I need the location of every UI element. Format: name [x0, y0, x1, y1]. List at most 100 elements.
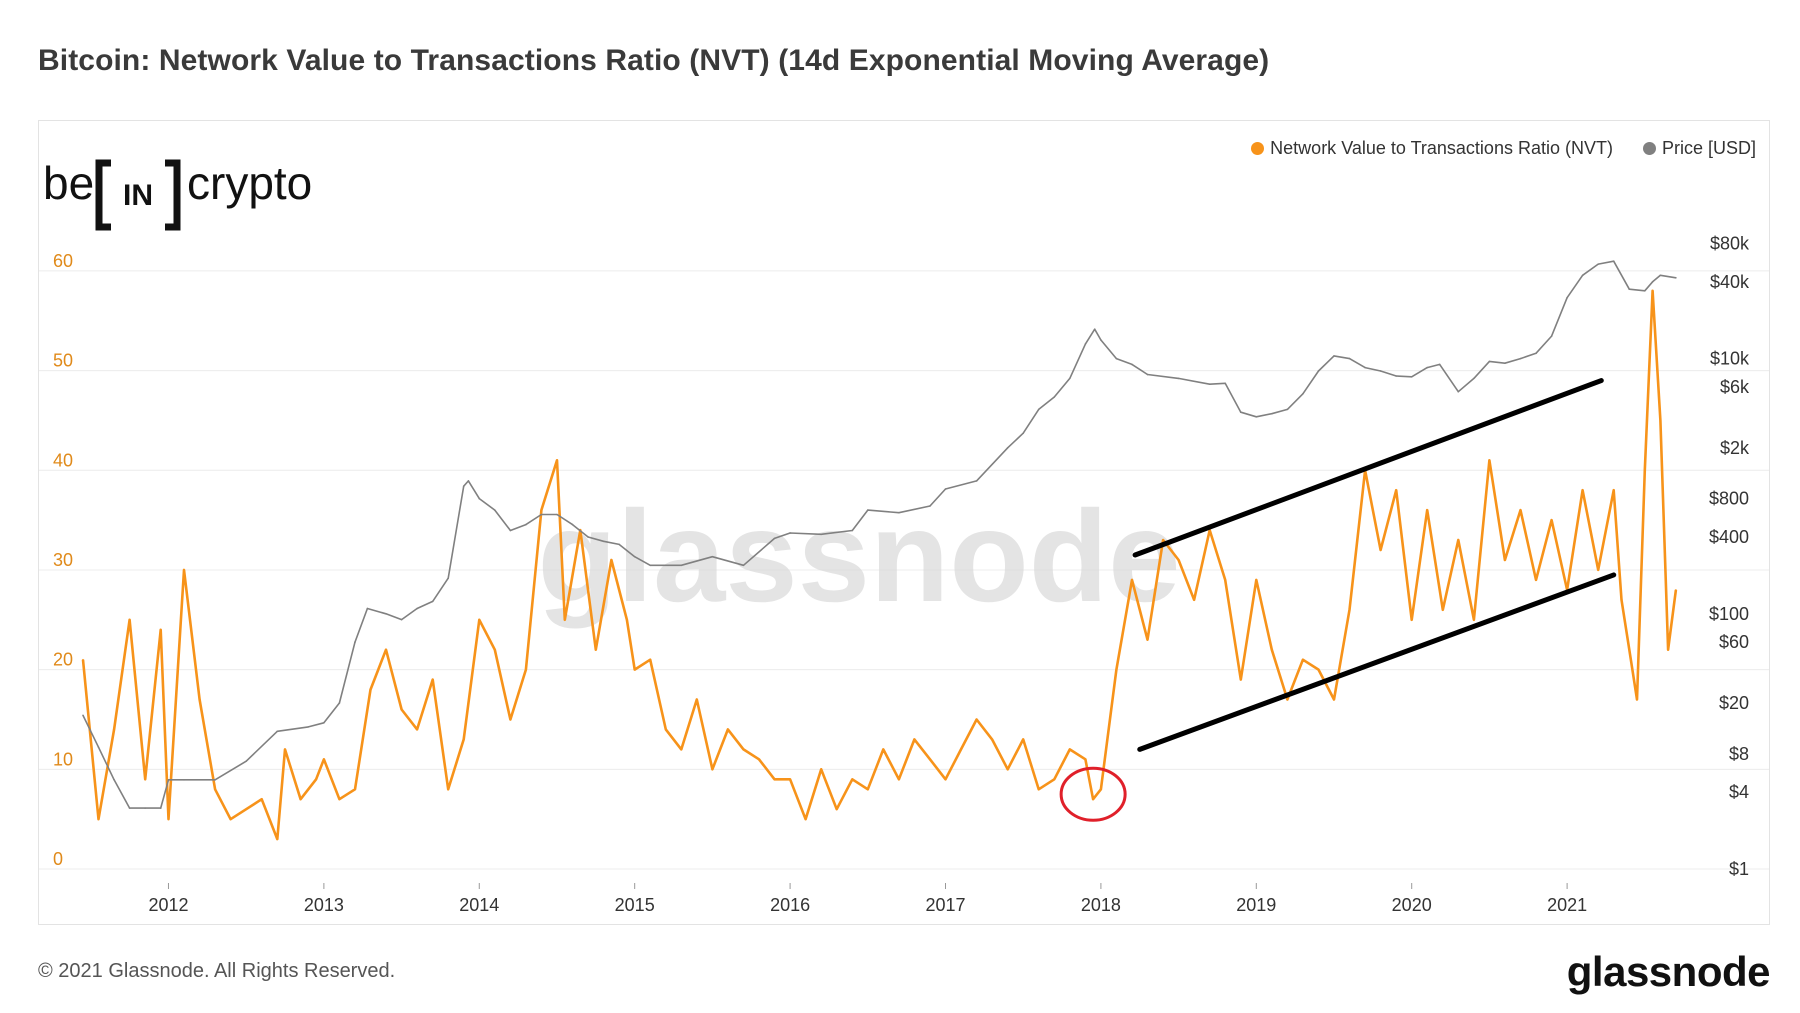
nvt-point: [898, 778, 900, 781]
nvt-point: [509, 718, 512, 721]
nvt-point: [1302, 658, 1304, 661]
price-point: [975, 480, 978, 482]
nvt-point: [1550, 519, 1553, 521]
nvt-point: [299, 798, 302, 801]
price-point: [1504, 362, 1506, 365]
price-point: [1333, 355, 1335, 357]
nvt-point: [789, 778, 791, 781]
annotation-channel-line: [1137, 572, 1617, 752]
nvt-point: [284, 748, 286, 751]
nvt-point: [1022, 738, 1024, 741]
x-tick-label: 2018: [1081, 895, 1121, 915]
nvt-point: [664, 728, 667, 731]
annotation-circle: [1059, 766, 1127, 822]
price-point: [1426, 366, 1429, 369]
nvt-point: [1084, 758, 1087, 761]
chart-title: Bitcoin: Network Value to Transactions R…: [38, 44, 1270, 77]
y-right-tick-label: $80k: [1710, 233, 1750, 253]
price-point: [478, 497, 481, 500]
legend-label-nvt: Network Value to Transactions Ratio (NVT…: [1270, 138, 1613, 158]
nvt-point: [494, 648, 496, 651]
nvt-point: [851, 778, 854, 781]
price-point: [1208, 383, 1211, 386]
y-right-tick-label: $400: [1709, 527, 1749, 547]
price-point: [1651, 280, 1654, 283]
nvt-point: [431, 678, 434, 681]
price-point: [1612, 260, 1615, 262]
nvt-point: [913, 738, 916, 741]
nvt-point: [525, 668, 527, 671]
nvt-point: [556, 459, 558, 462]
price-point: [1379, 370, 1382, 372]
price-point: [1364, 366, 1366, 369]
legend-item-price[interactable]: Price [USD]: [1642, 138, 1756, 159]
y-right-tick-label: $4: [1729, 782, 1749, 802]
chart-panel: 0 10 20 30 40 50 60 glassnode be IN crypto $1 $4 $8 $2…: [38, 120, 1770, 925]
price-point: [556, 513, 558, 516]
nvt-point: [1410, 618, 1413, 621]
price-point: [1115, 357, 1118, 360]
price-point: [1037, 408, 1040, 411]
nvt-point: [1115, 668, 1118, 671]
nvt-point: [1069, 748, 1071, 751]
nvt-point: [1053, 778, 1056, 781]
x-tick-label: 2015: [615, 895, 655, 915]
x-tick-label: 2019: [1236, 895, 1276, 915]
nvt-point: [1092, 798, 1094, 801]
price-point: [431, 600, 434, 603]
nvt-point: [1379, 549, 1382, 551]
price-point: [525, 523, 527, 526]
price-point: [820, 533, 822, 536]
y-left-tick-label: 10: [53, 749, 73, 769]
nvt-point: [1675, 589, 1677, 591]
y-left-tick-label: 20: [53, 650, 73, 670]
nvt-point: [1333, 698, 1335, 701]
nvt-point: [276, 838, 279, 840]
nvt-point: [1581, 489, 1584, 491]
y-right-tick-label: $20: [1719, 693, 1749, 713]
price-point: [851, 529, 854, 532]
nvt-point: [991, 738, 993, 741]
nvt-point: [1255, 579, 1258, 581]
x-tick-label: 2021: [1547, 895, 1587, 915]
y-left-tick-label: 0: [53, 849, 63, 869]
y-left-tick-label: 60: [53, 251, 73, 271]
price-point: [1457, 390, 1460, 393]
nvt-point: [804, 818, 807, 820]
nvt-point: [354, 788, 356, 791]
y-left-tick-label: 30: [53, 550, 73, 570]
y-right-tick-label: $100: [1709, 604, 1749, 624]
price-point: [366, 607, 369, 610]
price-point: [866, 509, 869, 511]
footer-copyright: © 2021 Glassnode. All Rights Reserved.: [38, 960, 396, 982]
price-point: [1659, 274, 1662, 277]
chart-legend: Network Value to Transactions Ratio (NVT…: [1251, 138, 1756, 159]
price-point: [1581, 274, 1584, 277]
nvt-point: [1441, 609, 1444, 611]
footer-brand-logo: glassnode: [1566, 948, 1771, 995]
nvt-point: [338, 798, 341, 801]
nvt-point: [960, 748, 962, 751]
nvt-point: [773, 778, 776, 781]
nvt-point: [385, 648, 387, 651]
nvt-point: [1271, 648, 1273, 651]
y-right-tick-label: $1: [1729, 859, 1749, 879]
nvt-point: [727, 728, 729, 731]
price-point: [144, 807, 146, 809]
nvt-point: [1504, 559, 1506, 561]
price-point: [929, 505, 931, 507]
nvt-point: [1473, 618, 1475, 621]
nvt-point: [229, 818, 232, 820]
nvt-point: [214, 788, 216, 791]
beincrypto-logo: be IN crypto: [43, 157, 312, 231]
nvt-point: [478, 618, 481, 621]
price-point: [307, 726, 310, 728]
nvt-point: [1239, 678, 1242, 681]
price-point: [1348, 357, 1351, 360]
nvt-point: [680, 748, 683, 751]
legend-item-nvt[interactable]: Network Value to Transactions Ratio (NVT…: [1251, 138, 1613, 159]
nvt-point: [82, 658, 84, 661]
price-point: [1302, 392, 1304, 395]
nvt-point: [1535, 579, 1537, 581]
logo-text-in: IN: [123, 179, 153, 212]
